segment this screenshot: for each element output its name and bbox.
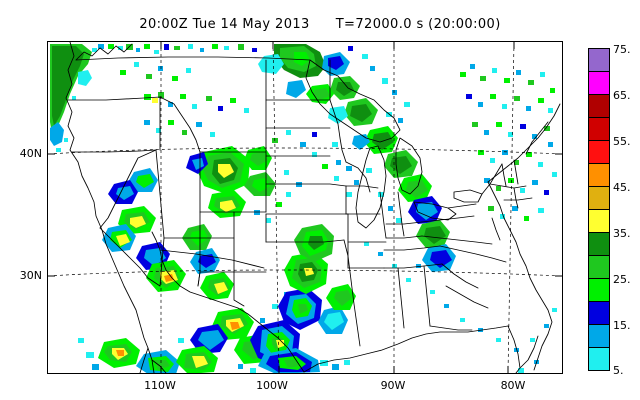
colorbar-label-15: 15. — [613, 319, 631, 332]
colorbar-band-65 — [589, 95, 609, 118]
x-axis-label-110w: 110W — [144, 379, 176, 392]
title-valid-time: 20:00Z Tue 14 May 2013 — [139, 17, 310, 32]
colorbar-label-35: 35. — [613, 227, 631, 240]
colorbar-band-15 — [589, 325, 609, 348]
echo-region-southeast — [364, 242, 557, 373]
colorbar-band-35 — [589, 233, 609, 256]
colorbar-label-25: 25. — [613, 273, 631, 286]
colorbar-band-25 — [589, 279, 609, 302]
y-axis-label-40n: 40N — [19, 147, 42, 160]
colorbar-band-40 — [589, 210, 609, 233]
map-geography-outlines — [65, 42, 561, 373]
echo-region-pacific-northwest — [50, 44, 104, 152]
x-axis-label-90w: 90W — [380, 379, 406, 392]
x-axis-label-80w: 80W — [500, 379, 526, 392]
echo-region-upper-midwest — [258, 44, 410, 154]
map-plot-area[interactable] — [47, 41, 563, 374]
chart-title: 20:00Z Tue 14 May 2013 T=72000.0 s (20:00… — [0, 17, 640, 32]
axis-tick-marks — [48, 42, 562, 373]
radar-echo-layer — [50, 44, 557, 373]
colorbar-band-30 — [589, 256, 609, 279]
colorbar-band-50 — [589, 164, 609, 187]
echo-region-mexico-border — [78, 338, 218, 373]
colorbar-band-70 — [589, 72, 609, 95]
colorbar-label-45: 45. — [613, 181, 631, 194]
y-axis-label-30n: 30N — [19, 269, 42, 282]
colorbar-label-55: 55. — [613, 135, 631, 148]
title-forecast-time: T=72000.0 s (20:00:00) — [335, 17, 501, 32]
reflectivity-colorbar[interactable] — [588, 48, 610, 371]
colorbar-band-60 — [589, 118, 609, 141]
lat-lon-gridlines — [48, 42, 562, 373]
echo-region-great-lakes — [336, 150, 456, 272]
colorbar-band-55 — [589, 141, 609, 164]
echo-region-northeast — [460, 64, 557, 221]
colorbar-label-5: 5. — [613, 364, 624, 377]
colorbar-band-45 — [589, 187, 609, 210]
colorbar-band-10 — [589, 348, 609, 370]
colorbar-band-75 — [589, 49, 609, 72]
x-axis-label-100w: 100W — [256, 379, 288, 392]
echo-region-south-texas — [238, 224, 356, 373]
colorbar-label-75: 75. — [613, 43, 631, 56]
map-canvas — [48, 42, 562, 373]
colorbar-band-20 — [589, 302, 609, 325]
colorbar-label-65: 65. — [613, 89, 631, 102]
